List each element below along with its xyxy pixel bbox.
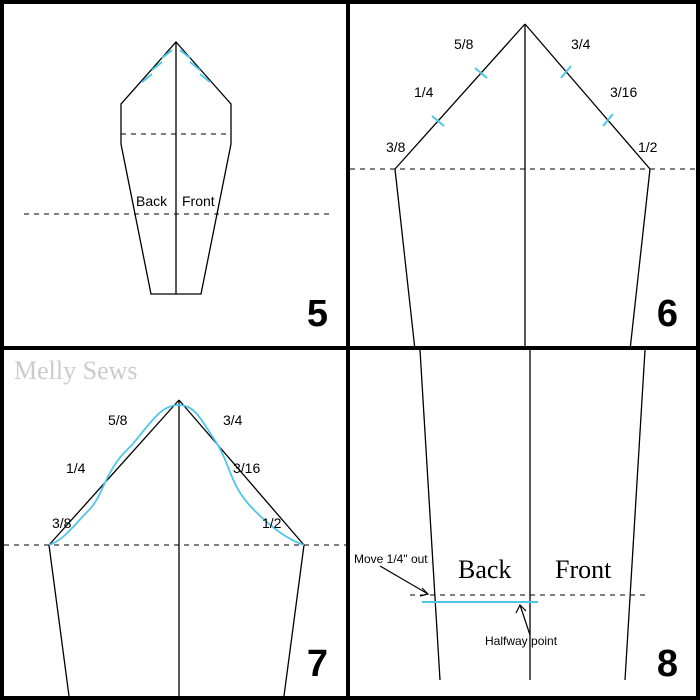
meas-3-4: 3/4: [571, 36, 590, 52]
meas-1-2: 1/2: [262, 515, 281, 531]
side-left: [49, 545, 69, 696]
panel-7: Melly Sews 5/8 1/4 3/8 3/4 3/16 1/2 7: [4, 350, 350, 696]
move-out-label: Move 1/4" out: [354, 552, 428, 566]
side-right: [630, 169, 650, 350]
tick-icon: [475, 68, 487, 78]
meas-3-4: 3/4: [223, 412, 242, 428]
step-number: 5: [307, 293, 328, 336]
panel-6: 5/8 1/4 3/8 3/4 3/16 1/2 6: [350, 4, 696, 350]
step-number: 7: [307, 643, 328, 686]
panel-6-svg: [350, 4, 696, 350]
step-number: 8: [657, 643, 678, 686]
back-label: Back: [458, 555, 511, 585]
meas-3-16: 3/16: [610, 84, 637, 100]
meas-5-8: 5/8: [108, 412, 127, 428]
meas-1-4: 1/4: [414, 84, 433, 100]
meas-3-8: 3/8: [386, 139, 405, 155]
front-label: Front: [182, 193, 215, 209]
side-right: [284, 545, 304, 696]
side-left: [395, 169, 415, 350]
side-right: [625, 350, 645, 680]
front-label: Front: [555, 555, 611, 585]
panel-5: Back Front 5: [4, 4, 350, 350]
diagram-grid: Back Front 5 5/8 1/4 3/8 3/4 3/16 1/2 6 …: [0, 0, 700, 700]
meas-3-8: 3/8: [52, 515, 71, 531]
side-left: [420, 350, 440, 680]
panel-5-svg: [4, 4, 350, 350]
arrow-line: [380, 566, 428, 594]
step-number: 6: [657, 293, 678, 336]
halfway-label: Halfway point: [485, 634, 557, 648]
meas-1-2: 1/2: [638, 139, 657, 155]
panel-8: Move 1/4" out Halfway point Back Front 8: [350, 350, 696, 696]
meas-5-8: 5/8: [454, 36, 473, 52]
meas-3-16: 3/16: [233, 460, 260, 476]
tick-icon: [432, 116, 444, 126]
back-label: Back: [136, 193, 167, 209]
meas-1-4: 1/4: [66, 460, 85, 476]
